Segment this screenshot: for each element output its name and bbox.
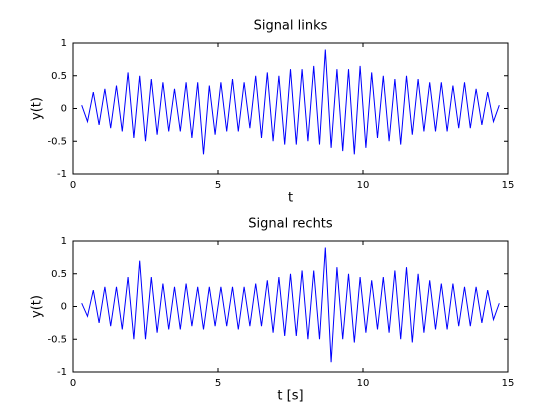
y-axis-label: y(t)	[30, 295, 45, 318]
signal-line	[81, 247, 500, 363]
y-tick-label: 0.5	[51, 71, 67, 82]
x-axis-label: t	[288, 191, 293, 206]
axes-box	[73, 43, 508, 174]
x-tick-label: 0	[70, 378, 76, 389]
chart-title: Signal links	[254, 19, 328, 34]
x-axis-label: t [s]	[277, 389, 303, 404]
y-tick-label: -1	[57, 367, 67, 378]
x-tick-label: 15	[502, 180, 515, 191]
x-tick-label: 5	[215, 180, 221, 191]
x-tick-label: 10	[357, 378, 370, 389]
x-tick-label: 15	[502, 378, 515, 389]
y-tick-label: 1	[61, 38, 67, 49]
y-tick-label: 0	[61, 302, 67, 313]
chart-title: Signal rechts	[248, 217, 333, 232]
axes-box	[73, 241, 508, 372]
y-tick-label: 0	[61, 104, 67, 115]
y-tick-label: -1	[57, 169, 67, 180]
x-tick-label: 10	[357, 180, 370, 191]
signal-line	[81, 49, 500, 155]
y-tick-label: 0.5	[51, 269, 67, 280]
y-tick-label: -0.5	[47, 334, 67, 345]
y-tick-label: 1	[61, 236, 67, 247]
x-tick-label: 0	[70, 180, 76, 191]
y-axis-label: y(t)	[30, 97, 45, 120]
x-tick-label: 5	[215, 378, 221, 389]
y-tick-label: -0.5	[47, 136, 67, 147]
